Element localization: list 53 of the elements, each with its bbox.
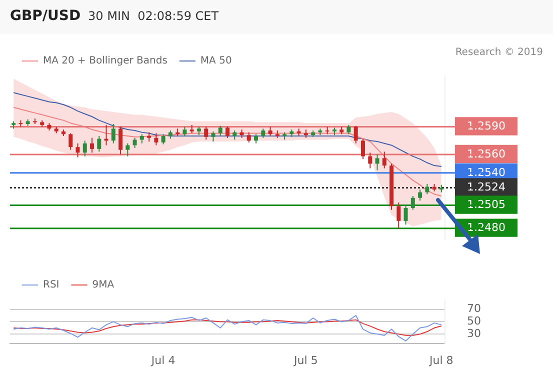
candlestick xyxy=(218,125,222,137)
legend-label: 9MA xyxy=(92,280,114,291)
candlestick xyxy=(132,137,137,149)
legend-label: MA 50 xyxy=(200,56,232,67)
candlestick xyxy=(97,136,102,152)
candlestick xyxy=(204,126,208,140)
candlestick xyxy=(161,134,166,145)
candlestick xyxy=(147,132,152,142)
y-tick-label: 30 xyxy=(467,326,481,340)
candlestick xyxy=(410,196,415,210)
y-tick-label: 1.2560 xyxy=(467,147,506,160)
candlestick xyxy=(90,137,94,154)
candlestick xyxy=(382,151,386,169)
candlestick xyxy=(118,126,123,155)
x-tick-label: Jul 4 xyxy=(150,354,176,367)
candlestick xyxy=(425,184,430,195)
candlestick xyxy=(346,124,351,135)
legend-label: MA 20 + Bollinger Bands xyxy=(43,56,168,67)
candlestick xyxy=(111,124,116,144)
candlestick xyxy=(226,126,230,138)
candlestick xyxy=(126,142,130,157)
candlestick xyxy=(354,125,358,144)
candlestick xyxy=(360,138,365,160)
candlestick xyxy=(154,132,158,146)
y-tick-label: 1.2590 xyxy=(467,120,506,133)
y-tick-label: 50 xyxy=(467,314,481,328)
y-tick-label: 1.2524 xyxy=(467,180,506,194)
candlestick xyxy=(140,134,144,144)
y-tick-label: 70 xyxy=(467,302,481,316)
candlestick xyxy=(82,140,87,157)
candlestick xyxy=(232,130,237,140)
candlestick xyxy=(261,128,266,138)
candlestick xyxy=(246,132,251,143)
candlestick xyxy=(396,202,401,229)
chart-title: GBP/USD xyxy=(10,8,81,24)
y-tick-label: 1.2480 xyxy=(467,221,506,234)
x-tick-label: Jul 5 xyxy=(293,354,318,367)
candlestick xyxy=(418,189,422,202)
x-tick-label: Jul 8 xyxy=(428,354,454,367)
candlestick xyxy=(375,154,380,171)
candlestick xyxy=(68,132,73,150)
candlestick xyxy=(404,204,408,226)
candlestick xyxy=(182,126,187,137)
chart-subtitle: 30 MIN 02:08:59 CET xyxy=(88,9,219,23)
candlestick xyxy=(268,126,272,137)
candlestick xyxy=(211,130,216,142)
candlestick xyxy=(254,134,258,144)
y-tick-label: 1.2540 xyxy=(467,166,506,179)
y-tick-label: 1.2505 xyxy=(467,198,506,212)
legend-label: RSI xyxy=(43,280,60,291)
candlestick xyxy=(368,152,372,169)
text: Research © 2019 xyxy=(455,47,543,58)
candlestick xyxy=(76,142,80,158)
